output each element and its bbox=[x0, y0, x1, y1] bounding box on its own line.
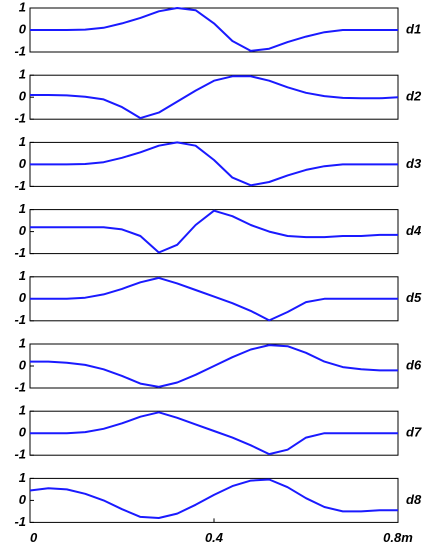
y-tick-label: 1 bbox=[19, 268, 26, 283]
panel-label: d4 bbox=[406, 223, 422, 238]
curve bbox=[30, 344, 398, 388]
y-tick-label: 0 bbox=[19, 290, 27, 305]
y-tick-label: 0 bbox=[19, 357, 27, 372]
y-tick-label: -1 bbox=[14, 312, 26, 327]
curve bbox=[30, 7, 398, 52]
x-tick-label: 0.8m bbox=[383, 530, 413, 545]
curve bbox=[30, 75, 399, 120]
y-tick-label: 1 bbox=[19, 0, 26, 14]
curve bbox=[29, 478, 398, 519]
plot-frame bbox=[29, 209, 399, 255]
plot-frame bbox=[29, 477, 399, 523]
x-tick-label: 0 bbox=[30, 530, 38, 545]
y-tick-label: 0 bbox=[19, 223, 27, 238]
panel-label: d6 bbox=[406, 357, 422, 372]
curve bbox=[30, 411, 398, 456]
y-tick-label: 0 bbox=[19, 21, 27, 36]
y-tick-label: 1 bbox=[19, 335, 26, 350]
curve bbox=[30, 141, 398, 187]
y-tick-label: -1 bbox=[14, 245, 26, 260]
x-tick-label: 0.4 bbox=[205, 530, 224, 545]
y-tick-label: 0 bbox=[19, 492, 27, 507]
curve bbox=[30, 209, 398, 254]
panel-label: d1 bbox=[406, 21, 421, 36]
y-tick-label: 0 bbox=[19, 156, 27, 171]
panel-label: d5 bbox=[406, 290, 422, 305]
y-tick-label: -1 bbox=[14, 514, 26, 529]
y-tick-label: -1 bbox=[14, 447, 26, 462]
panel-label: d7 bbox=[406, 425, 422, 440]
y-tick-label: -1 bbox=[14, 43, 26, 58]
y-tick-label: 1 bbox=[19, 67, 26, 82]
y-tick-label: 0 bbox=[19, 425, 27, 440]
panel-label: d8 bbox=[406, 492, 422, 507]
y-tick-label: -1 bbox=[14, 178, 26, 193]
y-tick-label: 1 bbox=[19, 201, 26, 216]
y-tick-label: 1 bbox=[19, 403, 26, 418]
curve bbox=[30, 276, 398, 322]
y-tick-label: 1 bbox=[19, 134, 26, 149]
panel-label: d2 bbox=[406, 89, 422, 104]
y-tick-label: 0 bbox=[19, 89, 27, 104]
y-tick-label: -1 bbox=[14, 111, 26, 126]
y-tick-label: 1 bbox=[19, 470, 26, 485]
y-tick-label: -1 bbox=[14, 379, 26, 394]
panel-label: d3 bbox=[406, 156, 422, 171]
